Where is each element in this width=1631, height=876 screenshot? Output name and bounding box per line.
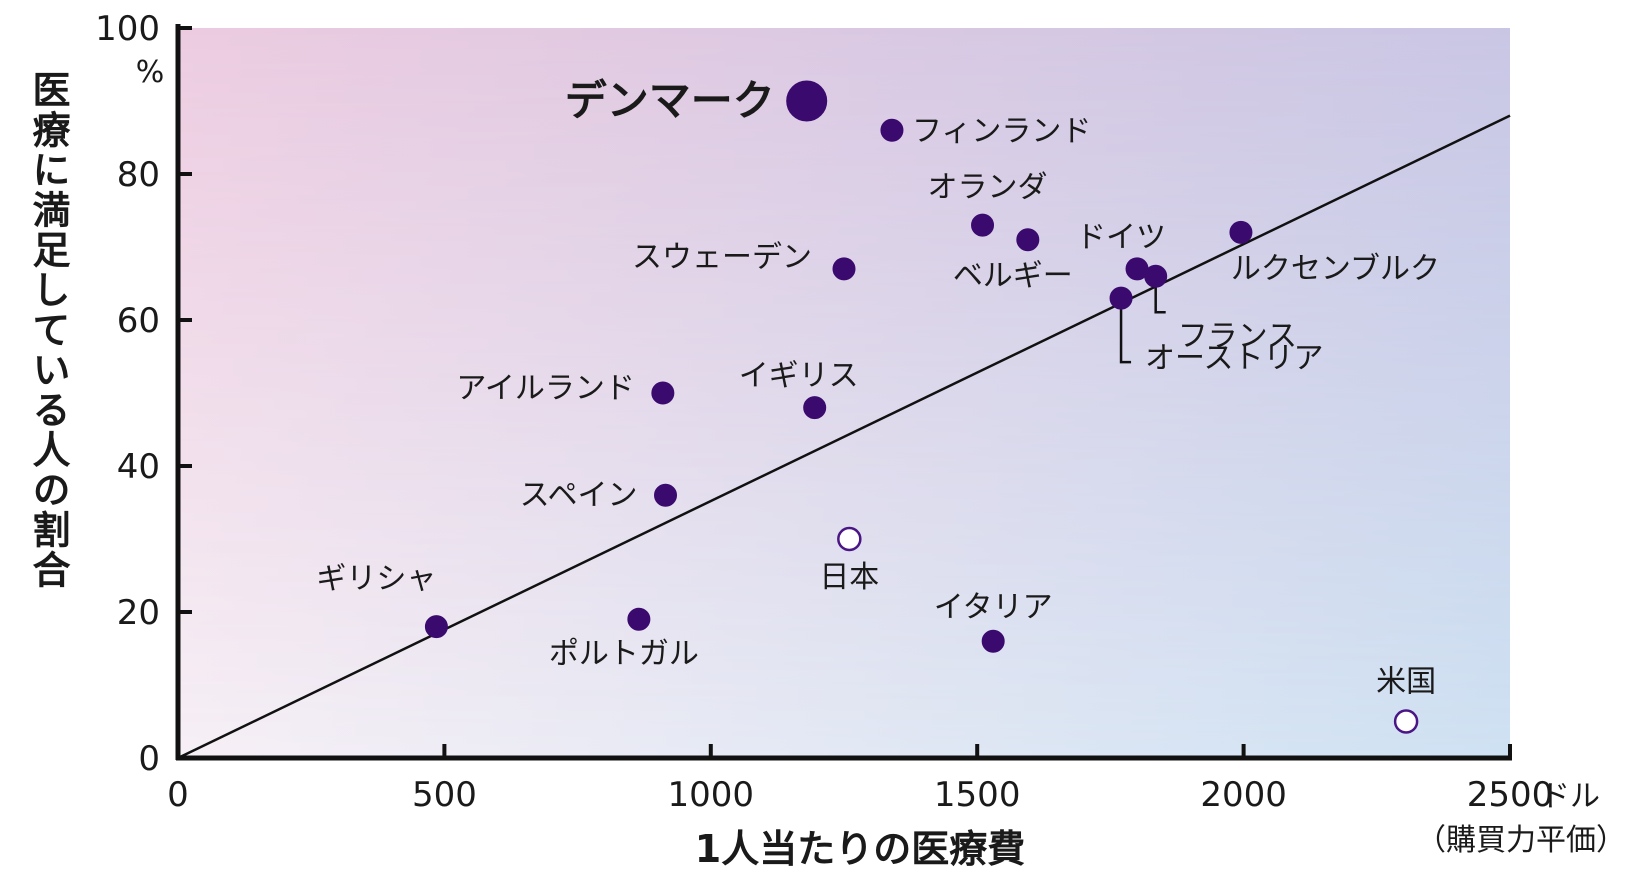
leader-line bbox=[1119, 298, 1132, 364]
point-label: ベルギー bbox=[953, 259, 1073, 294]
point-label: オーストリア bbox=[1145, 341, 1324, 376]
data-point bbox=[803, 396, 827, 420]
point-label: ポルトガル bbox=[549, 636, 699, 671]
y-axis-ticks: 0 20 40 60 80 100 bbox=[95, 9, 192, 779]
x-axis-title: 1人当たりの医療費 bbox=[695, 827, 1025, 871]
data-point bbox=[1016, 228, 1040, 252]
x-unit: ドル bbox=[1540, 779, 1600, 814]
y-tick-label: 80 bbox=[117, 155, 160, 195]
data-point bbox=[1109, 286, 1133, 310]
point-label: ルクセンブルク bbox=[1231, 251, 1440, 286]
data-point bbox=[654, 483, 678, 507]
y-tick-label: 60 bbox=[117, 301, 160, 341]
y-tick-label: 0 bbox=[138, 739, 160, 779]
data-point bbox=[1144, 264, 1168, 288]
data-point bbox=[651, 381, 675, 405]
data-point bbox=[880, 118, 904, 142]
x-tick-label: 0 bbox=[167, 775, 189, 815]
x-tick-label: 2500 bbox=[1467, 775, 1554, 815]
y-tick-label: 100 bbox=[95, 9, 160, 49]
data-point bbox=[1229, 220, 1253, 244]
axes bbox=[175, 24, 1512, 761]
point-label: イタリア bbox=[934, 590, 1053, 625]
x-axis-ticks: 0 500 1000 1500 2000 2500 bbox=[167, 744, 1553, 815]
x-tick-label: 1500 bbox=[934, 775, 1021, 815]
plot-background bbox=[178, 28, 1510, 758]
trend-line bbox=[177, 114, 1511, 760]
point-label: 米国 bbox=[1376, 665, 1436, 700]
x-tick-label: 500 bbox=[412, 775, 477, 815]
point-label: アイルランド bbox=[456, 371, 635, 406]
data-point bbox=[786, 80, 828, 122]
y-unit: % bbox=[136, 55, 165, 90]
point-label: イギリス bbox=[739, 359, 859, 394]
data-point bbox=[832, 257, 856, 281]
label-leader-lines bbox=[1119, 276, 1166, 364]
x-tick-label: 1000 bbox=[668, 775, 755, 815]
y-axis-title: 医療に満足している人の割合 bbox=[26, 70, 70, 590]
x-tick-label: 2000 bbox=[1200, 775, 1287, 815]
data-point bbox=[627, 607, 651, 631]
point-label: 日本 bbox=[819, 560, 879, 595]
point-label: デンマーク bbox=[565, 76, 775, 125]
leader-line bbox=[1154, 276, 1166, 314]
point-label: ギリシャ bbox=[316, 562, 436, 597]
point-label: フランス bbox=[1178, 319, 1297, 354]
y-tick-label: 40 bbox=[117, 447, 160, 487]
point-label: スウェーデン bbox=[632, 240, 812, 275]
data-point bbox=[424, 615, 448, 639]
data-point bbox=[971, 213, 995, 237]
y-tick-label: 20 bbox=[117, 593, 160, 633]
point-label: スペイン bbox=[520, 478, 638, 513]
point-label: フィンランド bbox=[912, 114, 1091, 149]
data-point bbox=[1393, 709, 1419, 734]
point-label: オランダ bbox=[928, 170, 1048, 205]
data-point bbox=[837, 526, 862, 552]
data-points bbox=[424, 80, 1419, 734]
x-unit-note: （購買力平価） bbox=[1416, 823, 1626, 858]
data-point bbox=[981, 629, 1005, 653]
point-label: ドイツ bbox=[1076, 220, 1166, 255]
